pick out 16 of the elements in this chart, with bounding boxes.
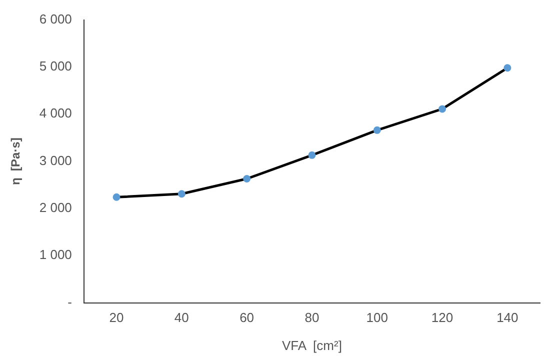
- y-tick-label: 2 000: [39, 200, 72, 216]
- x-tick-label: 80: [304, 310, 320, 326]
- y-tick-label: 3 000: [39, 152, 72, 168]
- x-tick-label: 40: [174, 310, 189, 326]
- y-tick-label: 4 000: [39, 106, 72, 121]
- x-axis-title: VFA [cm²]: [282, 338, 342, 353]
- x-tick-label: 100: [366, 310, 388, 326]
- x-tick-label: 20: [109, 310, 124, 326]
- y-axis-title: η [Pa·s]: [8, 138, 23, 185]
- y-tick-label: -: [68, 294, 72, 310]
- y-tick-label: 5 000: [39, 58, 72, 74]
- y-tick-label: 6 000: [39, 11, 72, 26]
- x-tick-label: 120: [431, 310, 454, 326]
- y-tick-label: 1 000: [39, 247, 72, 262]
- x-tick-label: 60: [240, 310, 254, 326]
- x-tick-label: 140: [496, 310, 518, 326]
